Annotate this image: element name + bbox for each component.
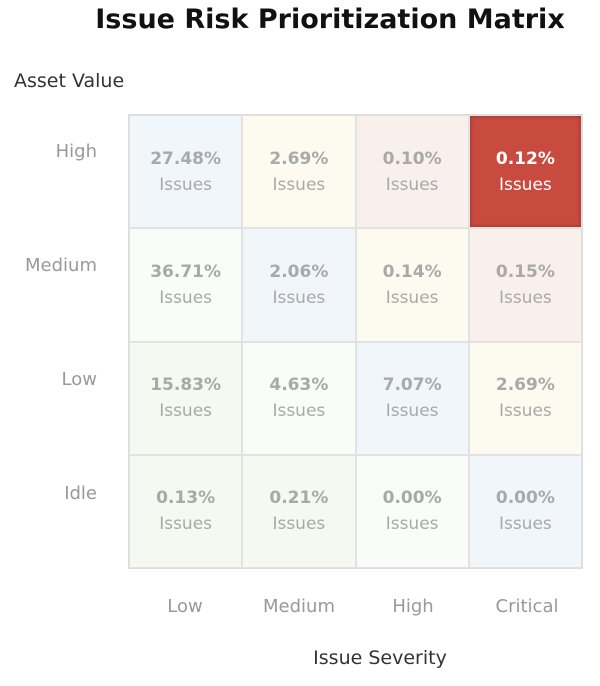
- heatmap-grid: 27.48% Issues 2.69% Issues 0.10% Issues 0.12% I…: [128, 114, 583, 569]
- cell-unit: Issues: [159, 401, 213, 422]
- cell-value: 0.13%: [156, 488, 216, 509]
- cell-value: 0.12%: [495, 148, 555, 169]
- cell-unit: Issues: [159, 287, 213, 308]
- cell-unit: Issues: [272, 174, 326, 195]
- cell-unit: Issues: [498, 514, 552, 535]
- cell-unit: Issues: [272, 401, 326, 422]
- heatmap-cell: 0.14% Issues: [355, 228, 469, 342]
- y-tick-label: Low: [61, 369, 97, 390]
- heatmap-cell: 2.06% Issues: [242, 228, 356, 342]
- x-tick-label: Medium: [263, 596, 335, 617]
- cell-value: 0.15%: [495, 261, 555, 282]
- cell-unit: Issues: [385, 287, 439, 308]
- cell-value: 4.63%: [269, 375, 329, 396]
- heatmap-cell: 0.00% Issues: [355, 454, 469, 568]
- cell-value: 2.69%: [269, 148, 329, 169]
- cell-value: 0.10%: [382, 148, 442, 169]
- cell-unit: Issues: [272, 514, 326, 535]
- cell-value: 15.83%: [150, 375, 222, 396]
- cell-value: 2.69%: [495, 375, 555, 396]
- heatmap-cell: 15.83% Issues: [129, 341, 243, 455]
- x-tick-label: Low: [167, 596, 203, 617]
- cell-unit: Issues: [498, 287, 552, 308]
- x-tick-label: Critical: [495, 596, 559, 617]
- cell-unit: Issues: [385, 514, 439, 535]
- cell-unit: Issues: [498, 401, 552, 422]
- cell-value: 0.14%: [382, 261, 442, 282]
- cell-unit: Issues: [498, 174, 552, 195]
- cell-unit: Issues: [272, 287, 326, 308]
- cell-value: 0.00%: [382, 488, 442, 509]
- cell-unit: Issues: [385, 401, 439, 422]
- x-tick-label: High: [392, 596, 434, 617]
- heatmap-cell: 4.63% Issues: [242, 341, 356, 455]
- cell-unit: Issues: [385, 174, 439, 195]
- heatmap-cell: 0.13% Issues: [129, 454, 243, 568]
- chart-title: Issue Risk Prioritization Matrix: [95, 4, 565, 35]
- heatmap-cell: 0.21% Issues: [242, 454, 356, 568]
- y-tick-label: High: [55, 141, 97, 162]
- cell-value: 36.71%: [150, 261, 222, 282]
- y-tick-label: Idle: [64, 483, 97, 504]
- cell-value: 0.00%: [495, 488, 555, 509]
- heatmap-cell: 27.48% Issues: [129, 115, 243, 229]
- heatmap-cell: 0.15% Issues: [468, 228, 582, 342]
- heatmap-cell: 0.12% Issues: [468, 115, 582, 229]
- heatmap-cell: 7.07% Issues: [355, 341, 469, 455]
- heatmap-cell: 36.71% Issues: [129, 228, 243, 342]
- heatmap-cell: 0.10% Issues: [355, 115, 469, 229]
- cell-value: 27.48%: [150, 148, 222, 169]
- x-axis-label: Issue Severity: [313, 647, 447, 669]
- heatmap-cell: 2.69% Issues: [468, 341, 582, 455]
- cell-value: 2.06%: [269, 261, 329, 282]
- heatmap-cell: 0.00% Issues: [468, 454, 582, 568]
- cell-unit: Issues: [159, 174, 213, 195]
- y-tick-label: Medium: [25, 255, 97, 276]
- cell-unit: Issues: [159, 514, 213, 535]
- cell-value: 7.07%: [382, 375, 442, 396]
- heatmap-cell: 2.69% Issues: [242, 115, 356, 229]
- y-axis-label: Asset Value: [14, 70, 125, 92]
- cell-value: 0.21%: [269, 488, 329, 509]
